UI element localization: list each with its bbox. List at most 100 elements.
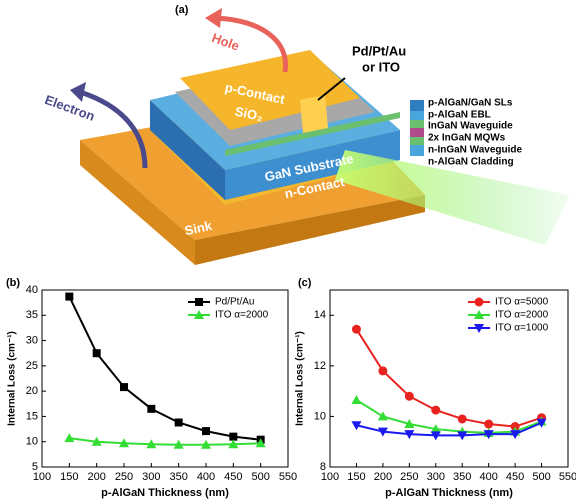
legend-label: ITO α=2000 bbox=[495, 310, 549, 321]
y-tick-label: 10 bbox=[26, 436, 38, 448]
layer-label: n-AlGaN Cladding bbox=[428, 157, 514, 168]
data-point bbox=[146, 439, 157, 449]
ridge bbox=[300, 95, 328, 133]
device-illustration: (a) Hole Electron Pd/Pt/Au or ITO p-Cont… bbox=[43, 4, 570, 265]
data-point bbox=[430, 431, 441, 441]
metal-pointer bbox=[317, 77, 346, 101]
plot-frame bbox=[329, 289, 569, 468]
data-point bbox=[351, 324, 361, 334]
data-point bbox=[65, 292, 74, 301]
electron-arrow bbox=[79, 89, 148, 169]
laser-beam bbox=[335, 150, 570, 245]
data-point bbox=[457, 414, 467, 424]
x-tick-label: 550 bbox=[559, 471, 576, 483]
hole-arrowhead bbox=[205, 8, 222, 28]
y-tick-label: 25 bbox=[26, 360, 38, 372]
panel-label: (c) bbox=[298, 277, 312, 289]
y-tick-label: 35 bbox=[26, 309, 38, 321]
x-tick-label: 100 bbox=[33, 471, 51, 483]
data-point bbox=[457, 431, 468, 441]
y-tick-label: 20 bbox=[26, 385, 38, 397]
legend-marker bbox=[474, 310, 484, 319]
y-tick-label: 14 bbox=[314, 309, 326, 321]
x-tick-label: 500 bbox=[251, 471, 269, 483]
plot-frame bbox=[41, 289, 289, 468]
y-tick-label: 15 bbox=[26, 410, 38, 422]
layer-swatch bbox=[410, 120, 424, 128]
layer-label: 2x InGaN MQWs bbox=[428, 133, 506, 144]
y-axis-title: Internal Loss (cm⁻¹) bbox=[7, 331, 18, 426]
x-tick-label: 200 bbox=[87, 471, 105, 483]
x-tick-label: 450 bbox=[224, 471, 242, 483]
hole-arrow bbox=[214, 15, 289, 73]
layer-swatch bbox=[410, 128, 424, 137]
data-point bbox=[202, 427, 210, 436]
data-point bbox=[173, 439, 184, 449]
x-tick-label: 100 bbox=[321, 471, 339, 483]
series-line bbox=[355, 399, 542, 434]
data-point bbox=[119, 438, 129, 448]
metal-label: Pd/Pt/Au bbox=[352, 43, 406, 58]
data-point bbox=[174, 418, 183, 427]
electron-arrowhead bbox=[70, 82, 86, 102]
layer-label: p-AlGaN EBL bbox=[428, 110, 491, 121]
sink-right bbox=[195, 195, 425, 265]
substrate-front bbox=[225, 130, 400, 200]
data-point bbox=[377, 411, 388, 421]
data-point bbox=[64, 433, 75, 443]
panel-label: (b) bbox=[6, 277, 20, 289]
x-tick-label: 350 bbox=[453, 471, 471, 483]
substrate-left bbox=[150, 100, 225, 200]
data-point bbox=[351, 421, 362, 431]
x-tick-label: 350 bbox=[169, 471, 187, 483]
layer-label: p-AlGaN/GaN SLs bbox=[428, 98, 513, 109]
layer-swatch bbox=[410, 111, 424, 120]
legend-marker bbox=[194, 310, 204, 319]
layer-swatch bbox=[410, 137, 424, 145]
data-point bbox=[510, 422, 520, 432]
layer-swatch bbox=[410, 100, 424, 111]
data-point bbox=[483, 430, 494, 440]
x-tick-label: 200 bbox=[374, 471, 392, 483]
data-point bbox=[430, 424, 441, 434]
series-line bbox=[69, 437, 261, 446]
metal-alt-label: or ITO bbox=[362, 59, 400, 74]
data-point bbox=[536, 418, 547, 428]
x-tick-label: 300 bbox=[142, 471, 160, 483]
legend-label: Pd/Pt/Au bbox=[215, 297, 254, 308]
x-tick-label: 250 bbox=[400, 471, 418, 483]
x-axis-title: p-AlGaN Thickness (nm) bbox=[101, 487, 229, 499]
x-tick-label: 250 bbox=[115, 471, 133, 483]
x-tick-label: 400 bbox=[479, 471, 497, 483]
legend-marker bbox=[474, 297, 484, 307]
data-point bbox=[404, 430, 415, 440]
legend-label: ITO α=5000 bbox=[495, 297, 549, 308]
x-tick-label: 450 bbox=[506, 471, 524, 483]
y-axis-title: Internal Loss (cm⁻¹) bbox=[295, 331, 306, 426]
legend-label: ITO α=1000 bbox=[495, 323, 549, 334]
x-tick-label: 400 bbox=[197, 471, 215, 483]
x-axis-title: p-AlGaN Thickness (nm) bbox=[385, 487, 513, 499]
data-point bbox=[510, 430, 521, 440]
x-tick-label: 300 bbox=[427, 471, 445, 483]
legend-label: ITO α=2000 bbox=[215, 310, 269, 321]
data-point bbox=[120, 383, 128, 392]
data-point bbox=[92, 349, 101, 358]
y-tick-label: 30 bbox=[26, 334, 38, 346]
sink-label: Sink bbox=[183, 218, 214, 239]
data-point bbox=[404, 419, 415, 429]
y-tick-label: 10 bbox=[314, 410, 326, 422]
data-point bbox=[484, 419, 494, 429]
data-point bbox=[147, 404, 156, 413]
p-contact bbox=[180, 50, 360, 130]
data-point bbox=[228, 439, 239, 449]
sio2-label: SiO₂ bbox=[234, 104, 265, 125]
data-point bbox=[351, 394, 362, 404]
x-tick-label: 550 bbox=[279, 471, 297, 483]
data-point bbox=[201, 439, 211, 449]
y-tick-label: 12 bbox=[314, 360, 326, 372]
data-point bbox=[255, 438, 266, 448]
panel-label: (a) bbox=[175, 4, 189, 16]
